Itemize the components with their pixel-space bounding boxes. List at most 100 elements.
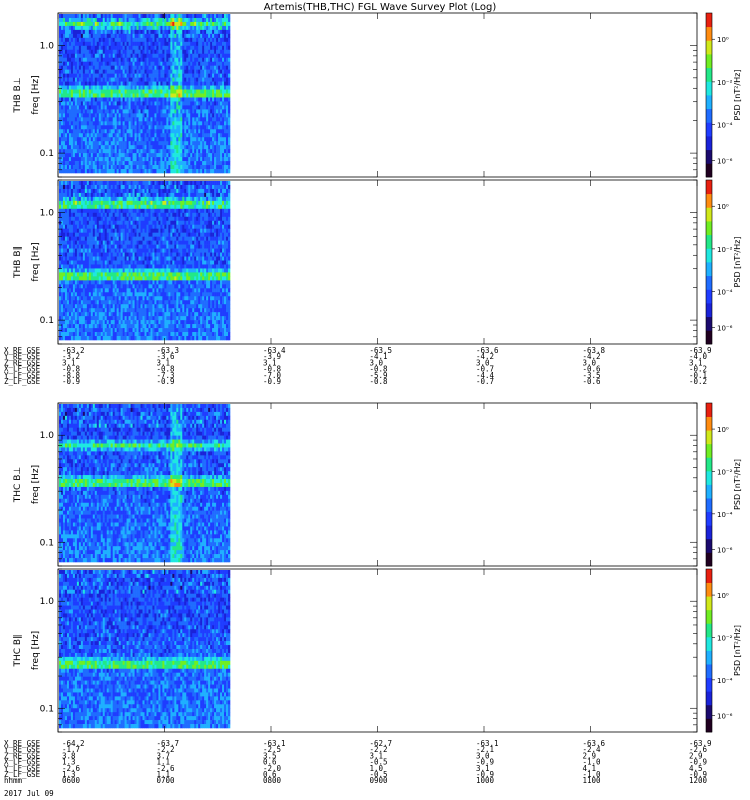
ephem-value: -1.0 bbox=[583, 770, 602, 779]
ephem-row-label: X_LF_GSE bbox=[4, 365, 41, 374]
ephem-row-label: Y_LF_GSE bbox=[4, 764, 41, 773]
ephem-value: -7.0 bbox=[263, 371, 282, 380]
spectrogram-image bbox=[59, 404, 231, 563]
y-tick-label: 1.0 bbox=[40, 208, 55, 218]
ephem-value: -4.0 bbox=[689, 352, 708, 361]
colorbar-tick-label: 10⁰ bbox=[717, 426, 729, 434]
panel-yunit: freq [Hz] bbox=[31, 242, 41, 281]
ephem-value: 3.1 bbox=[157, 358, 171, 367]
panel-ylabel: THB B⊥ bbox=[13, 77, 23, 113]
ephem-value: 4.5 bbox=[689, 764, 703, 773]
ephem-value: 3.1 bbox=[62, 358, 76, 367]
ephem-value: -0.9 bbox=[263, 377, 281, 386]
ephem-value: -0.9 bbox=[476, 770, 494, 779]
ephem-value: -2.6 bbox=[62, 764, 81, 773]
ephem-value: -63.9 bbox=[689, 346, 712, 355]
panel-4: 1.0 0.1 THC B∥ freq [Hz] 10⁰ 10⁻² 10⁻⁴ 10⁻⁶ PSD … bbox=[13, 568, 742, 733]
ephem-value: 1100 bbox=[583, 776, 602, 785]
ephem-value: -0.6 bbox=[583, 377, 602, 386]
ephem-value: -2.5 bbox=[263, 745, 281, 754]
ephem-value: 0800 bbox=[263, 776, 282, 785]
y-tick-label: 1.0 bbox=[40, 597, 55, 607]
spectrogram-image bbox=[59, 570, 231, 729]
ephem-value: -63.5 bbox=[370, 346, 393, 355]
ephem-value: -0.7 bbox=[476, 377, 494, 386]
ephemeris-tables: X_RE_GSE -63.2 -63.3 -63.4 -63.5 -63.6 -63.8 -6… bbox=[4, 346, 712, 798]
ephem-value: -0.8 bbox=[62, 365, 81, 374]
ephem-value: -0.5 bbox=[370, 758, 388, 767]
ephem-value: 0.6 bbox=[263, 758, 277, 767]
colorbar-tick-label: 10⁻⁶ bbox=[717, 713, 733, 721]
ephem-value: 3.0 bbox=[370, 358, 384, 367]
ephem-value: -63.9 bbox=[689, 739, 712, 748]
ephem-value: 3.1 bbox=[263, 358, 277, 367]
ephem-value: 3.1 bbox=[689, 358, 703, 367]
ephem-value: -0.9 bbox=[62, 377, 80, 386]
ephem-value: -0.8 bbox=[157, 365, 176, 374]
panel-ylabel: THC B∥ bbox=[13, 634, 23, 667]
ephem-value: -2.6 bbox=[689, 745, 708, 754]
ephem-value: -4.1 bbox=[370, 352, 388, 361]
ephem-value: -2.6 bbox=[157, 764, 176, 773]
date-label: 2017 Jul 09 bbox=[4, 789, 54, 798]
ephem-row-label: Y_LF_GSE bbox=[4, 371, 41, 380]
ephem-value: -3.6 bbox=[157, 352, 176, 361]
ephem-value: -0.6 bbox=[583, 365, 602, 374]
ephem-value: -7.3 bbox=[157, 371, 175, 380]
colorbar-tick-label: 10⁻⁴ bbox=[717, 122, 733, 130]
ephem-row-label: Y_RE_GSE bbox=[4, 745, 41, 754]
ephem-value: -8.8 bbox=[62, 371, 81, 380]
colorbar-label: PSD [nT²/Hz] bbox=[733, 459, 742, 510]
colorbar-tick-label: 10⁻⁶ bbox=[717, 325, 733, 333]
ephem-value: -63.1 bbox=[263, 739, 286, 748]
ephem-row-label: X_RE_GSE bbox=[4, 739, 41, 748]
colorbar: 10⁰ 10⁻² 10⁻⁴ 10⁻⁶ PSD [nT²/Hz] bbox=[705, 179, 742, 345]
colorbar-tick-label: 10⁻² bbox=[717, 246, 733, 254]
ephem-value: 3.7 bbox=[157, 751, 171, 760]
ephem-value: 0700 bbox=[157, 776, 176, 785]
ephem-value: 3.0 bbox=[583, 358, 597, 367]
y-tick-label: 1.0 bbox=[40, 41, 55, 51]
ephem-value: 1.0 bbox=[370, 764, 384, 773]
y-tick-label: 0.1 bbox=[40, 149, 54, 159]
ephem-value: -63.8 bbox=[583, 346, 606, 355]
ephem-value: 1000 bbox=[476, 776, 495, 785]
colorbar-tick-label: 10⁻² bbox=[717, 634, 733, 642]
panel-yunit: freq [Hz] bbox=[31, 465, 41, 504]
ephem-value: -63.4 bbox=[263, 346, 286, 355]
ephem-value: -0.8 bbox=[263, 365, 282, 374]
ephem-row-label: Z_RE_GSE bbox=[4, 751, 41, 760]
ephem-value: -0.9 bbox=[476, 758, 494, 767]
ephem-row-label: Y_RE_GSE bbox=[4, 352, 41, 361]
ephem-value: 2.9 bbox=[689, 751, 703, 760]
ephem-row-label: Z_LF_GSE bbox=[4, 770, 41, 779]
ephem-value: 3.1 bbox=[370, 751, 384, 760]
panel-1: 1.0 0.1 THB B⊥ freq [Hz] 10⁰ 10⁻² 10⁻⁴ 10⁻⁶ PSD … bbox=[13, 12, 742, 178]
colorbar-tick-label: 10⁻⁶ bbox=[717, 547, 733, 555]
ephem-value: 0.6 bbox=[263, 770, 277, 779]
ephem-value: -63.1 bbox=[476, 739, 499, 748]
ephem-value: 1.1 bbox=[157, 770, 171, 779]
ephem-value: -1.0 bbox=[583, 758, 602, 767]
ephem-value: -0.9 bbox=[157, 377, 175, 386]
ephem-value: -0.1 bbox=[689, 371, 707, 380]
ephem-table-thb: X_RE_GSE -63.2 -63.3 -63.4 -63.5 -63.6 -63.8 -6… bbox=[4, 346, 712, 386]
panel-yunit: freq [Hz] bbox=[31, 631, 41, 670]
ephem-value: -0.7 bbox=[476, 365, 494, 374]
ephem-value: -63.6 bbox=[583, 739, 606, 748]
ephem-table-thc: X_RE_GSE -64.2 -63.7 -63.1 -62.7 -63.1 -63.6 -6… bbox=[4, 739, 712, 785]
ephem-value: -3.2 bbox=[62, 352, 80, 361]
ephem-value: 1.1 bbox=[157, 758, 171, 767]
colorbar-tick-label: 10⁰ bbox=[717, 36, 729, 44]
ephem-value: 1.3 bbox=[62, 770, 76, 779]
ephem-value: 3.1 bbox=[476, 764, 490, 773]
ephem-value: -63.6 bbox=[476, 346, 499, 355]
ephem-value: -2.2 bbox=[157, 745, 175, 754]
colorbar-tick-label: 10⁻⁴ bbox=[717, 677, 733, 685]
ephem-value: 3.8 bbox=[62, 751, 76, 760]
panel-ylabel: THC B⊥ bbox=[13, 467, 23, 504]
ephem-value: 1.3 bbox=[62, 758, 76, 767]
colorbar-tick-label: 10⁻² bbox=[717, 468, 733, 476]
ephem-value: -62.7 bbox=[370, 739, 393, 748]
spectrogram-image bbox=[59, 181, 231, 341]
